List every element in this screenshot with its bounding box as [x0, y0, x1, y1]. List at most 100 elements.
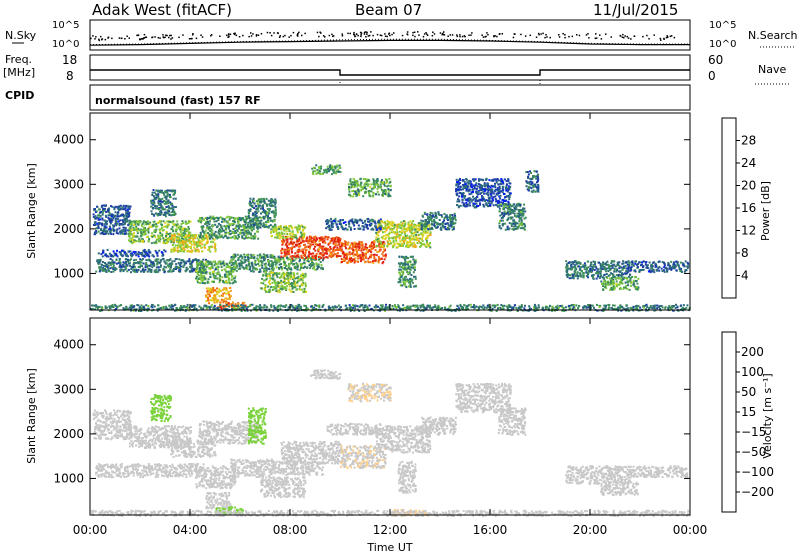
heatmap-cell [263, 201, 266, 204]
heatmap-cell [259, 207, 262, 210]
heatmap-cell [286, 235, 289, 238]
heatmap-cell [134, 223, 137, 226]
heatmap-cell [296, 229, 299, 232]
heatmap-cell [297, 224, 300, 227]
heatmap-cell [167, 237, 170, 240]
heatmap-cell [316, 168, 319, 171]
heatmap-cell [100, 253, 103, 256]
heatmap-cell [118, 260, 121, 263]
heatmap-cell [379, 228, 382, 231]
heatmap-cell [278, 234, 281, 236]
heatmap-cell [125, 211, 128, 214]
heatmap-cell [241, 303, 244, 306]
heatmap-cell [318, 248, 321, 251]
heatmap-cell [162, 191, 165, 194]
heatmap-cell [115, 262, 118, 265]
noise-sample-dot [423, 33, 426, 35]
heatmap-cell [315, 172, 318, 175]
heatmap-cell [199, 260, 202, 263]
heatmap-cell [130, 265, 133, 268]
heatmap-cell [388, 243, 391, 246]
heatmap-cell [211, 280, 214, 283]
noise-sample-dot [250, 32, 252, 34]
heatmap-cell [233, 219, 236, 222]
heatmap-cell [124, 265, 127, 268]
heatmap-cell [173, 210, 176, 213]
heatmap-cell [379, 186, 382, 189]
heatmap-cell [97, 214, 100, 217]
heatmap-cell [156, 189, 159, 192]
heatmap-cell [288, 285, 291, 288]
heatmap-cell [285, 230, 288, 233]
heatmap-cell [410, 274, 413, 276]
heatmap-cell [181, 241, 184, 243]
heatmap-cell [172, 208, 175, 211]
heatmap-cell [205, 220, 208, 223]
heatmap-cell [376, 190, 379, 193]
heatmap-cell [429, 242, 431, 245]
heatmap-cell [342, 253, 345, 256]
heatmap-cell [143, 251, 146, 254]
heatmap-cell [264, 270, 267, 273]
heatmap-cell [206, 220, 209, 223]
heatmap-cell [94, 231, 96, 234]
heatmap-cell [359, 178, 362, 181]
heatmap-cell [288, 225, 291, 227]
heatmap-cell [323, 171, 326, 174]
heatmap-cell [205, 242, 208, 245]
heatmap-cell [311, 259, 314, 262]
heatmap-cell [427, 222, 430, 225]
heatmap-cell [244, 236, 247, 239]
heatmap-cell [111, 219, 114, 221]
heatmap-cell [286, 273, 289, 276]
heatmap-cell [361, 246, 364, 249]
heatmap-cell [111, 205, 114, 208]
heatmap-cell [163, 202, 166, 205]
heatmap-cell [441, 223, 444, 226]
heatmap-cell [128, 222, 131, 225]
heatmap-cell [127, 205, 130, 208]
heatmap-cell [157, 238, 159, 241]
heatmap-cell [335, 236, 338, 239]
heatmap-cell [224, 273, 226, 276]
heatmap-cell [300, 275, 303, 277]
heatmap-cell [203, 238, 206, 241]
heatmap-cell [397, 262, 400, 265]
heatmap-cell [97, 261, 100, 264]
heatmap-cell [142, 254, 145, 257]
heatmap-cell [151, 232, 153, 235]
heatmap-cell [298, 279, 301, 282]
noise-sample-dot [388, 32, 391, 34]
noise-sample-dot [297, 32, 299, 35]
heatmap-cell [177, 250, 180, 253]
heatmap-cell [146, 236, 149, 238]
heatmap-cell [359, 260, 362, 263]
heatmap-cell [373, 185, 376, 188]
heatmap-cell [114, 205, 117, 208]
heatmap-cell [209, 299, 212, 302]
heatmap-cell [181, 220, 184, 223]
heatmap-cell [354, 253, 356, 256]
noise-sample-dot [292, 31, 295, 34]
heatmap-cell [164, 250, 167, 253]
heatmap-cell [253, 202, 256, 205]
heatmap-cell [336, 252, 339, 254]
frequency-frame [89, 54, 691, 81]
heatmap-cell [214, 250, 217, 253]
heatmap-cell [201, 269, 204, 271]
heatmap-cell [229, 233, 232, 235]
heatmap-cell [119, 219, 122, 222]
heatmap-cell [182, 260, 185, 263]
heatmap-cell [232, 254, 235, 257]
noise-sample-dot [98, 39, 100, 42]
heatmap-cell [270, 264, 273, 267]
heatmap-cell [358, 219, 361, 222]
heatmap-cell [274, 214, 277, 217]
heatmap-cell [301, 277, 304, 280]
heatmap-cell [288, 288, 291, 291]
heatmap-cell [161, 226, 164, 229]
heatmap-cell [118, 224, 121, 227]
heatmap-cell [95, 227, 98, 230]
heatmap-cell [140, 261, 143, 264]
heatmap-cell [272, 274, 274, 277]
